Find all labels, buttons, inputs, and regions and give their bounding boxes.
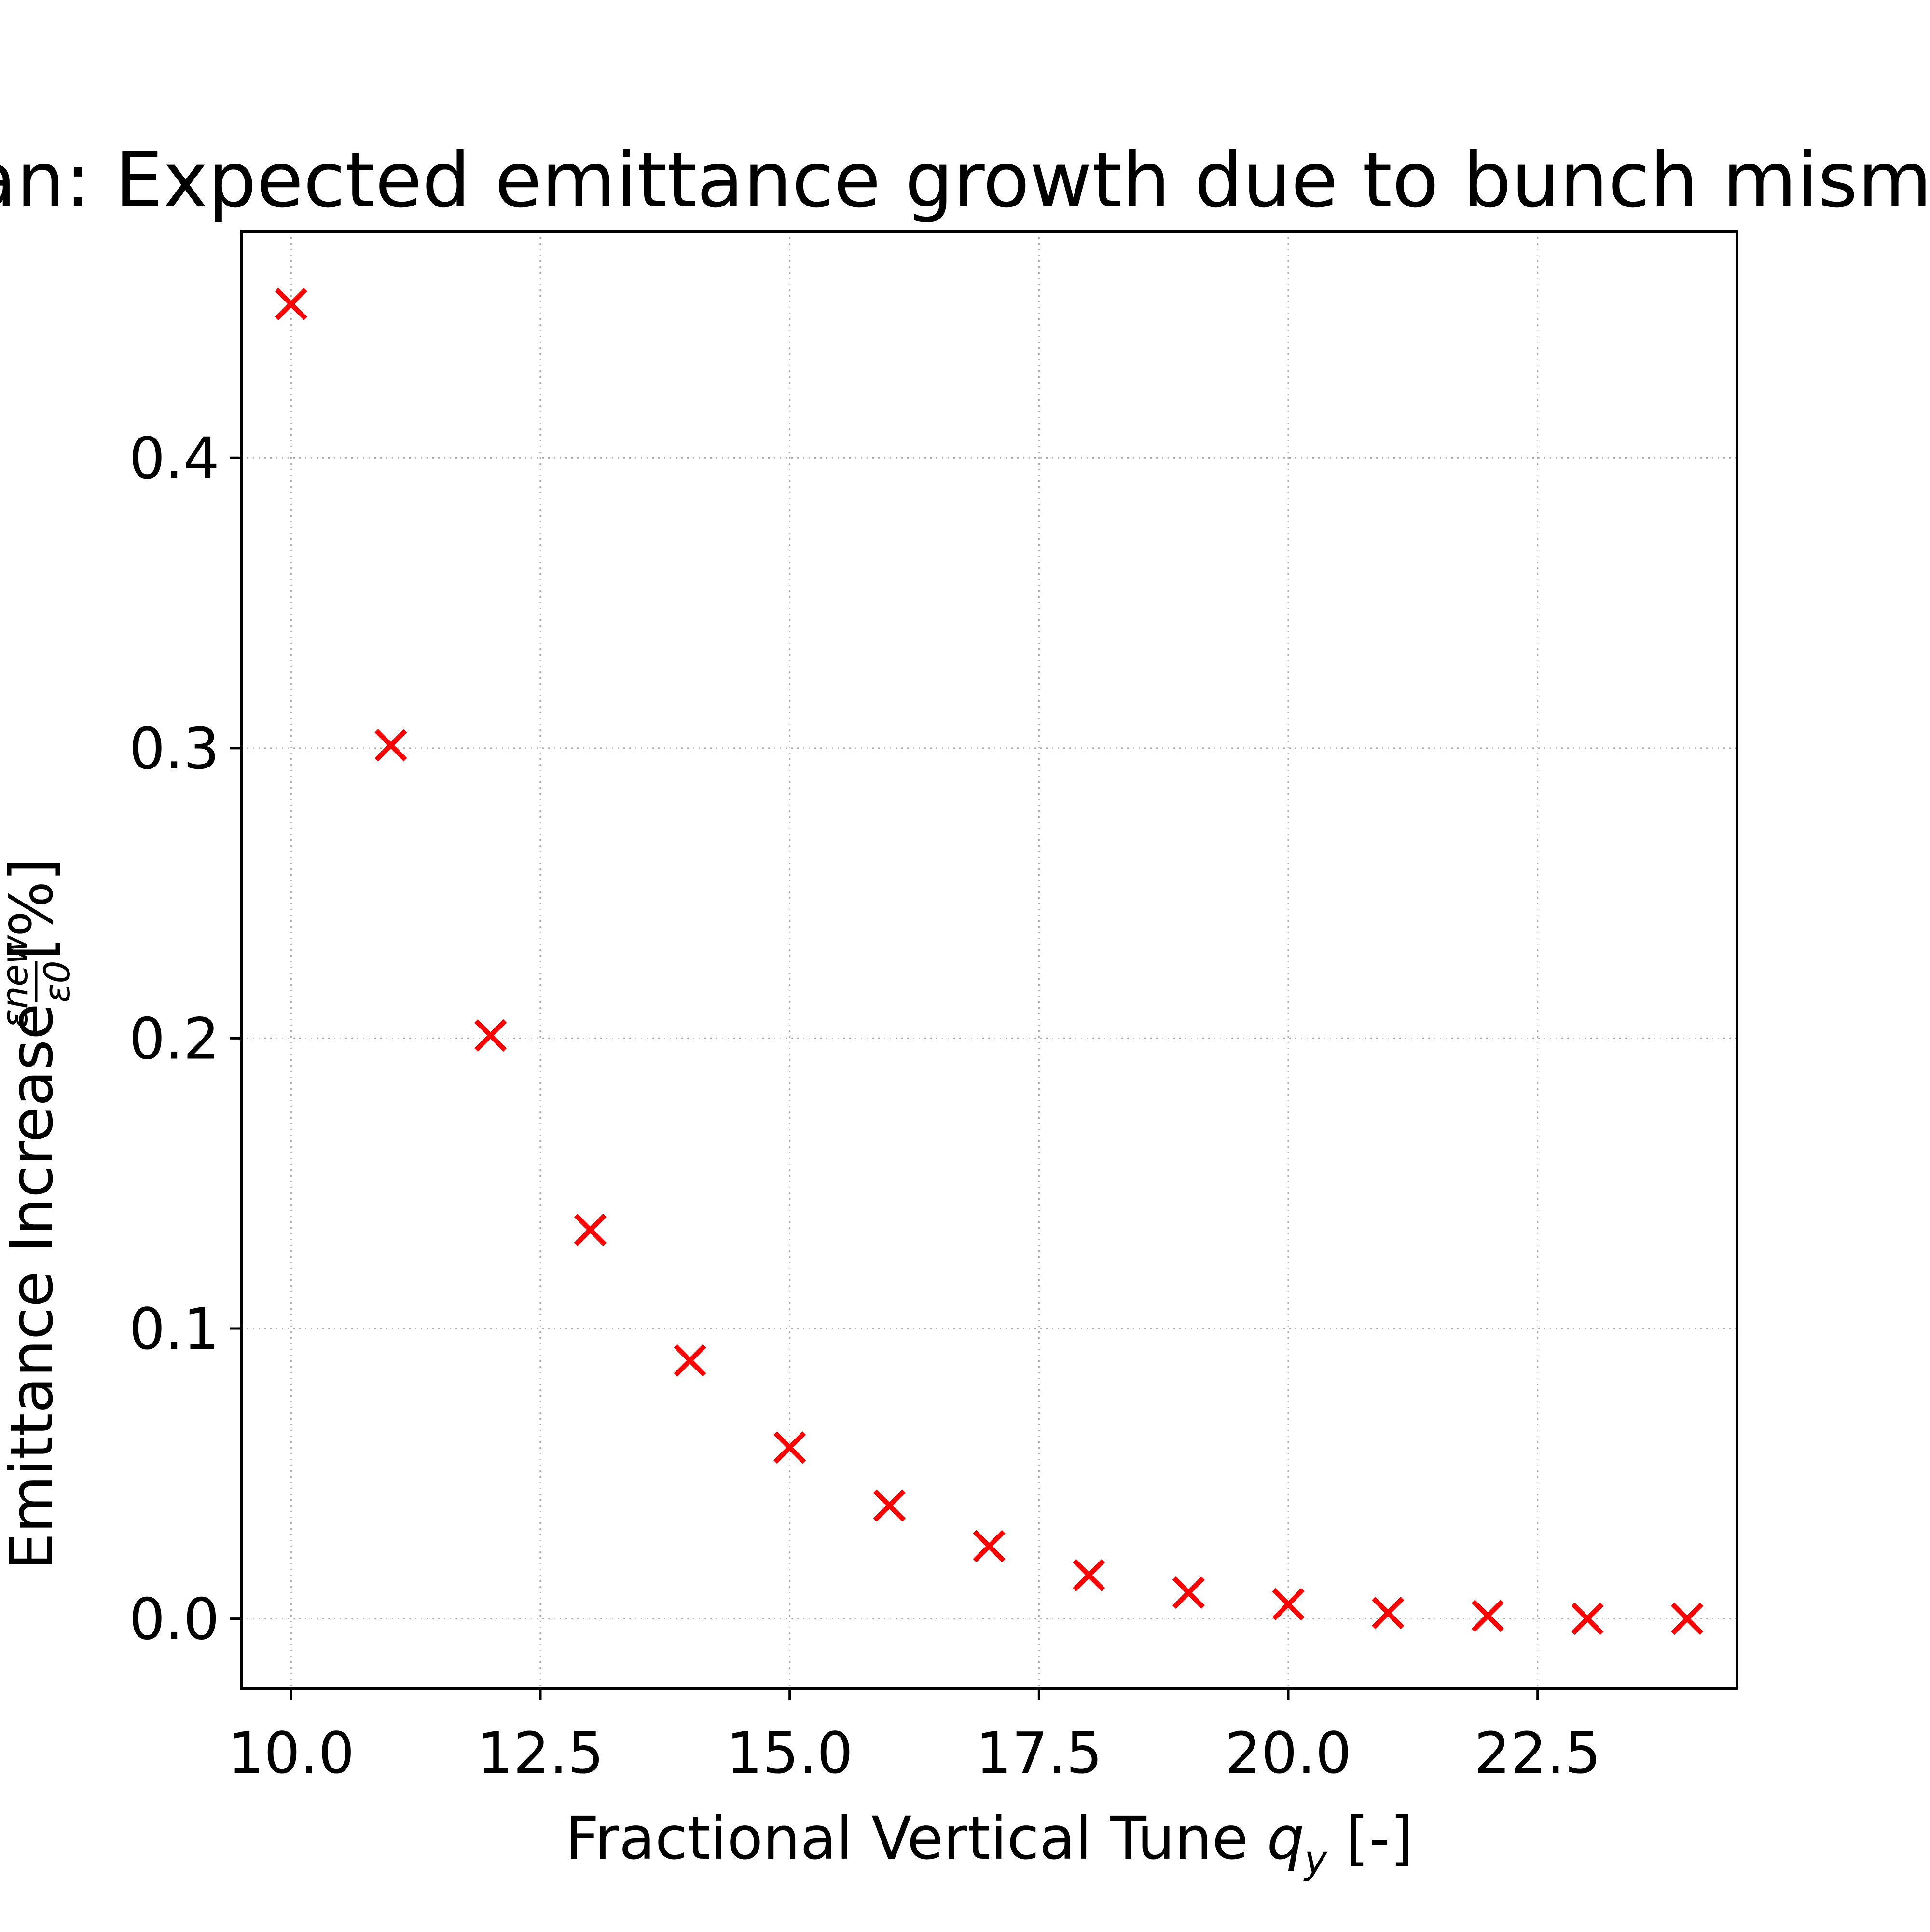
y-axis-label-denominator: ε0 [37,960,78,1002]
y-tick-label: 0.2 [129,1005,220,1072]
x-tick-label: 22.5 [1474,1720,1601,1786]
x-tick-label: 12.5 [477,1720,604,1786]
x-tick-label: 10.0 [228,1720,355,1786]
data-point [674,1344,706,1377]
y-tick-label: 0.4 [129,425,220,492]
data-point [773,1431,806,1464]
grid [241,232,1737,1688]
x-tick-label: 17.5 [976,1720,1103,1786]
y-axis-ticks: 0.0 0.1 0.2 0.3 0.4 [129,425,241,1653]
x-tick-label: 20.0 [1225,1720,1352,1786]
y-tick-label: 0.3 [129,715,220,782]
data-point [1073,1559,1105,1591]
data-point [275,288,307,320]
y-tick-label: 0.0 [129,1586,220,1653]
x-axis-label-prefix: Fractional Vertical Tune [565,1804,1267,1873]
y-axis-label: Emittance Increase εnew ε0 [%] [0,858,78,1570]
data-points [275,288,1704,1635]
x-axis-label-subscript: y [1303,1837,1328,1882]
x-axis-ticks: 10.0 12.5 15.0 17.5 20.0 22.5 [228,1688,1601,1786]
y-axis-label-prefix: Emittance Increase [0,1003,66,1570]
data-point [374,729,407,762]
data-point [574,1213,607,1247]
plot-frame [240,230,1738,1690]
x-axis-label: Fractional Vertical Tune qy [-] [565,1804,1413,1882]
data-point [873,1489,906,1522]
data-point [1272,1588,1305,1621]
chart-title: Scan: Expected emittance growth due to b… [0,136,1930,225]
data-point [973,1530,1006,1562]
data-point [1372,1597,1405,1630]
data-point [1172,1576,1205,1609]
data-point [1471,1600,1504,1632]
x-tick-label: 15.0 [726,1720,853,1786]
data-point [1671,1603,1704,1635]
y-axis-label-numerator: εnew [0,935,36,1028]
data-point [1571,1603,1604,1635]
y-tick-label: 0.1 [129,1296,220,1362]
x-axis-label-suffix: [-] [1327,1804,1413,1873]
data-point [474,1019,507,1052]
x-axis-label-variable: q [1267,1804,1304,1873]
y-axis-label-suffix: [%] [0,858,66,960]
